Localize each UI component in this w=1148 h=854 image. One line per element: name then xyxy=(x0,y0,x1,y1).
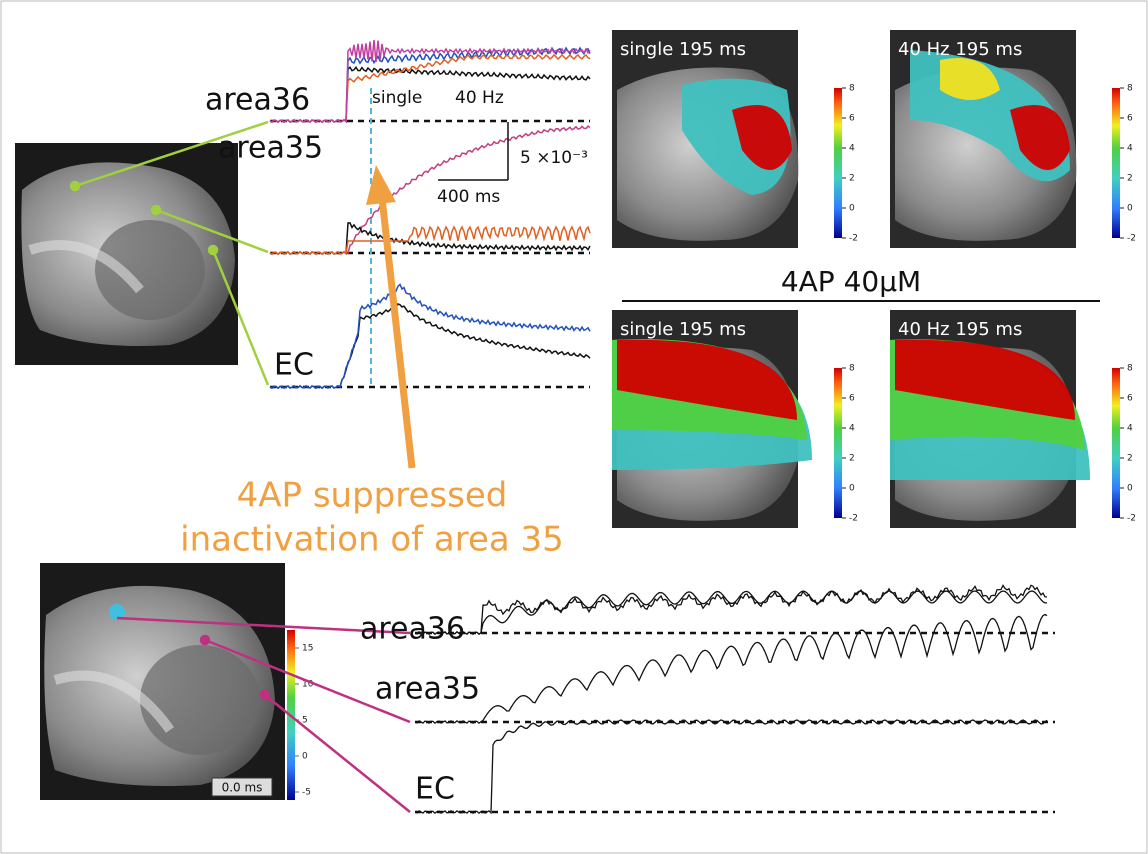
colorbar-tick-label: 0 xyxy=(849,484,855,494)
trace-label: area36 xyxy=(205,83,310,118)
brain-image xyxy=(15,143,238,365)
colorbar-tick-label: 2 xyxy=(849,174,855,184)
panel-title: 40 Hz 195 ms xyxy=(898,319,1022,340)
annotation: inactivation of area 35 xyxy=(180,520,564,560)
trace-label: area35 xyxy=(218,131,323,166)
trace-label: area35 xyxy=(375,672,480,707)
colorbar-tick-label: 4 xyxy=(849,424,855,434)
condition-label: 4AP 40μM xyxy=(781,265,921,298)
panel-title: single 195 ms xyxy=(620,39,746,60)
time-label: 0.0 ms xyxy=(222,781,263,795)
colorbar xyxy=(1112,88,1120,238)
scale-y-label: 5 ×10⁻³ xyxy=(520,148,588,168)
legend-single: single xyxy=(372,88,422,108)
scale-x-label: 400 ms xyxy=(437,187,500,207)
colorbar-tick-label: 8 xyxy=(849,364,855,374)
trace-label: EC xyxy=(415,772,455,807)
colorbar-tick-label: 8 xyxy=(1127,364,1133,374)
colorbar-tick-label: 0 xyxy=(302,752,308,762)
colorbar-tick-label: -5 xyxy=(302,788,311,798)
panel-title: 40 Hz 195 ms xyxy=(898,39,1022,60)
colorbar-tick-label: -2 xyxy=(849,514,858,524)
panel-title: single 195 ms xyxy=(620,319,746,340)
colorbar xyxy=(834,88,842,238)
colorbar-tick-label: 2 xyxy=(849,454,855,464)
colorbar-tick-label: 6 xyxy=(849,394,855,404)
colorbar-tick-label: -2 xyxy=(1127,234,1136,244)
annotation: 4AP suppressed xyxy=(237,476,508,516)
colorbar xyxy=(1112,368,1120,518)
colorbar-tick-label: 15 xyxy=(302,644,313,654)
colorbar-tick-label: 4 xyxy=(1127,144,1133,154)
colorbar-tick-label: 6 xyxy=(849,114,855,124)
colorbar-tick-label: 6 xyxy=(1127,114,1133,124)
colorbar-tick-label: 4 xyxy=(849,144,855,154)
colorbar-tick-label: 0 xyxy=(1127,484,1133,494)
trace-label: EC xyxy=(274,348,314,383)
legend-40hz: 40 Hz xyxy=(455,88,504,108)
colorbar xyxy=(834,368,842,518)
colorbar-tick-label: -2 xyxy=(849,234,858,244)
trace-label: area36 xyxy=(360,612,465,647)
colorbar-tick-label: 8 xyxy=(1127,84,1133,94)
colorbar-tick-label: 8 xyxy=(849,84,855,94)
colorbar-tick-label: -2 xyxy=(1127,514,1136,524)
colorbar-tick-label: 6 xyxy=(1127,394,1133,404)
brain-image-bottom xyxy=(40,563,285,800)
colorbar-tick-label: 2 xyxy=(1127,454,1133,464)
colorbar-tick-label: 2 xyxy=(1127,174,1133,184)
colorbar-tick-label: 4 xyxy=(1127,424,1133,434)
figure: area36 area35 EC single 40 Hz 5 ×10⁻³ 40… xyxy=(0,0,1148,854)
colorbar-tick-label: 0 xyxy=(1127,204,1133,214)
colorbar-tick-label: 0 xyxy=(849,204,855,214)
